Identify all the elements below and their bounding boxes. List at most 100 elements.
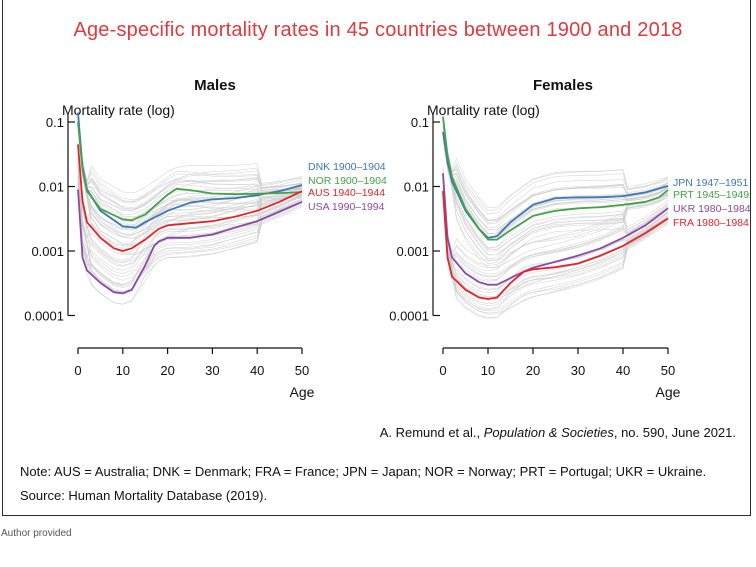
- background-line: [77, 182, 303, 305]
- background-line: [77, 115, 303, 204]
- y-axis-label: Mortality rate (log): [62, 102, 175, 118]
- background-line: [77, 119, 303, 216]
- background-line: [442, 176, 669, 297]
- y-tick-label: 0.0001: [389, 309, 429, 324]
- image-caption: Author provided: [1, 528, 72, 539]
- series-label: USA 1990–1994: [308, 201, 385, 213]
- background-line: [77, 141, 303, 230]
- background-line: [442, 124, 669, 252]
- background-line: [77, 118, 303, 212]
- y-axis-label: Mortality rate (log): [427, 102, 540, 118]
- x-tick-label: 0: [439, 363, 446, 378]
- background-line: [442, 185, 669, 314]
- background-line: [442, 181, 669, 272]
- background-line: [77, 115, 303, 203]
- y-tick-label: 0.001: [31, 244, 64, 259]
- background-line: [442, 122, 669, 212]
- figure-title: Age-specific mortality rates in 45 count…: [73, 19, 683, 41]
- background-line: [77, 120, 303, 255]
- background-line: [77, 115, 303, 208]
- y-tick-label: 0.01: [39, 180, 64, 195]
- background-line: [442, 167, 669, 261]
- source-note: Source: Human Mortality Database (2019).: [20, 488, 268, 503]
- series-line: [77, 144, 303, 252]
- background-line: [77, 175, 303, 292]
- x-tick-label: 10: [116, 363, 130, 378]
- series-line: [442, 191, 669, 300]
- background-line: [442, 119, 669, 250]
- background-line: [77, 143, 303, 238]
- x-tick-label: 0: [74, 363, 81, 378]
- background-line: [77, 147, 303, 264]
- series-line: [77, 121, 303, 222]
- series-label: NOR 1900–1904: [308, 175, 387, 187]
- series-line: [442, 116, 669, 241]
- background-line: [442, 125, 669, 221]
- background-line: [77, 115, 303, 194]
- y-tick-label: 0.001: [396, 244, 429, 259]
- credit-authors: A. Remund et al.,: [379, 425, 484, 440]
- x-tick-label: 30: [205, 363, 219, 378]
- background-line: [77, 115, 303, 239]
- background-line: [77, 180, 303, 287]
- x-tick-label: 40: [250, 363, 264, 378]
- background-line: [77, 115, 303, 210]
- x-axis-label: Age: [656, 384, 681, 400]
- background-line: [77, 170, 303, 274]
- background-line: [442, 121, 669, 256]
- chart-panel-females: Females Mortality rate (log)0.1 0.01 0.001 0…: [389, 77, 751, 400]
- background-line: [77, 149, 303, 247]
- background-line: [442, 187, 669, 318]
- series-label: UKR 1980–1984: [673, 203, 751, 215]
- background-line: [442, 136, 669, 269]
- y-tick-label: 0.01: [404, 180, 429, 195]
- background-line: [442, 127, 669, 229]
- background-line: [77, 115, 303, 202]
- series-line: [442, 173, 669, 286]
- credit-journal: Population & Societies: [483, 425, 614, 440]
- series-line: [442, 131, 669, 239]
- background-line: [442, 185, 669, 312]
- background-line: [442, 176, 669, 278]
- series-label: PRT 1945–1949: [673, 189, 749, 201]
- background-line: [77, 121, 303, 246]
- background-line: [77, 161, 303, 267]
- background-line: [442, 119, 669, 223]
- chart-panel-males: Males Mortality rate (log)0.1 0.01 0.001 0.0…: [24, 77, 387, 400]
- x-tick-label: 50: [661, 363, 675, 378]
- background-line: [442, 192, 669, 319]
- background-line: [442, 126, 669, 256]
- series-line: [77, 189, 303, 295]
- credit-line: A. Remund et al., Population & Societies…: [380, 425, 736, 440]
- x-tick-label: 10: [481, 363, 495, 378]
- background-lines: [442, 115, 669, 319]
- x-tick-label: 40: [616, 363, 630, 378]
- series-label: DNK 1900–1904: [308, 161, 386, 173]
- background-line: [77, 124, 303, 231]
- figure-frame: [2, 0, 751, 516]
- abbreviation-note: Note: AUS = Australia; DNK = Denmark; FR…: [20, 464, 707, 479]
- cutoff-article-text: [4, 553, 749, 567]
- background-line: [442, 194, 669, 311]
- x-tick-label: 20: [160, 363, 174, 378]
- background-lines: [77, 115, 303, 305]
- x-axis-label: Age: [290, 384, 315, 400]
- background-line: [442, 115, 669, 231]
- background-line: [442, 174, 669, 266]
- series-label: FRA 1980–1984: [673, 217, 749, 229]
- x-tick-label: 50: [295, 363, 309, 378]
- y-tick-label: 0.0001: [24, 309, 64, 324]
- background-line: [442, 121, 669, 235]
- panel-title: Females: [533, 77, 593, 94]
- credit-details: , no. 590, June 2021.: [613, 425, 736, 440]
- background-line: [77, 126, 303, 236]
- background-line: [77, 183, 303, 285]
- background-line: [77, 175, 303, 271]
- background-line: [442, 127, 669, 235]
- panel-title: Males: [194, 77, 236, 94]
- x-tick-label: 30: [571, 363, 585, 378]
- series-label: AUS 1940–1944: [308, 187, 385, 199]
- background-line: [442, 115, 669, 230]
- y-tick-label: 0.1: [46, 115, 64, 130]
